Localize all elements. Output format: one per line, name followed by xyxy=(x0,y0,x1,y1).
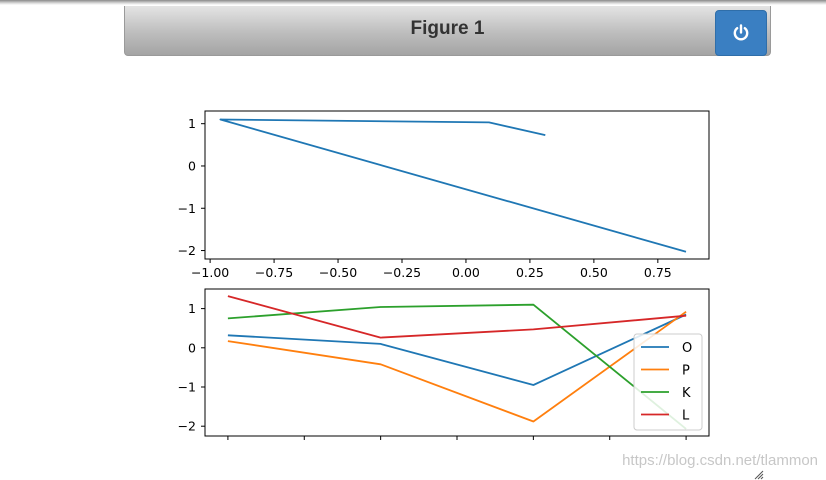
series-line-K xyxy=(227,303,687,430)
y-tick-label: −2 xyxy=(178,243,196,258)
y-tick-label: −1 xyxy=(178,380,196,395)
close-figure-button[interactable] xyxy=(715,10,767,56)
x-tick-label: −0.50 xyxy=(319,265,357,280)
x-tick-label: −0.25 xyxy=(383,265,421,280)
axes-frame-2 xyxy=(204,288,710,437)
legend-label-O: O xyxy=(682,341,692,356)
legend-label-L: L xyxy=(682,409,690,424)
figure-toolbar: Figure 1 xyxy=(124,6,771,56)
resize-grip-icon[interactable] xyxy=(753,470,765,480)
x-tick-label: 0.75 xyxy=(644,265,672,280)
axes-frame-1 xyxy=(204,110,710,260)
y-tick-label: 0 xyxy=(188,158,196,173)
watermark: https://blog.csdn.net/tlammon xyxy=(622,452,818,469)
series-line-O xyxy=(227,313,687,386)
x-tick-label: 0.00 xyxy=(452,265,480,280)
window-top-edge xyxy=(0,0,826,5)
series-line-0-0 xyxy=(219,118,687,253)
x-tick-label: 0.50 xyxy=(580,265,608,280)
y-tick-label: 1 xyxy=(188,301,196,316)
series-line-L xyxy=(227,295,687,339)
power-icon xyxy=(733,24,749,41)
x-tick-label: −1.00 xyxy=(191,265,229,280)
legend-label-K: K xyxy=(682,386,691,401)
y-tick-label: −2 xyxy=(178,419,196,434)
legend-label-P: P xyxy=(682,364,690,379)
legend-box xyxy=(633,333,703,431)
figure-title: Figure 1 xyxy=(410,18,485,39)
x-tick-label: −0.75 xyxy=(255,265,293,280)
y-tick-label: 0 xyxy=(188,340,196,355)
series-line-P xyxy=(227,310,687,423)
x-tick-label: 0.25 xyxy=(516,265,544,280)
y-tick-label: −1 xyxy=(178,201,196,216)
y-tick-label: 1 xyxy=(188,116,196,131)
